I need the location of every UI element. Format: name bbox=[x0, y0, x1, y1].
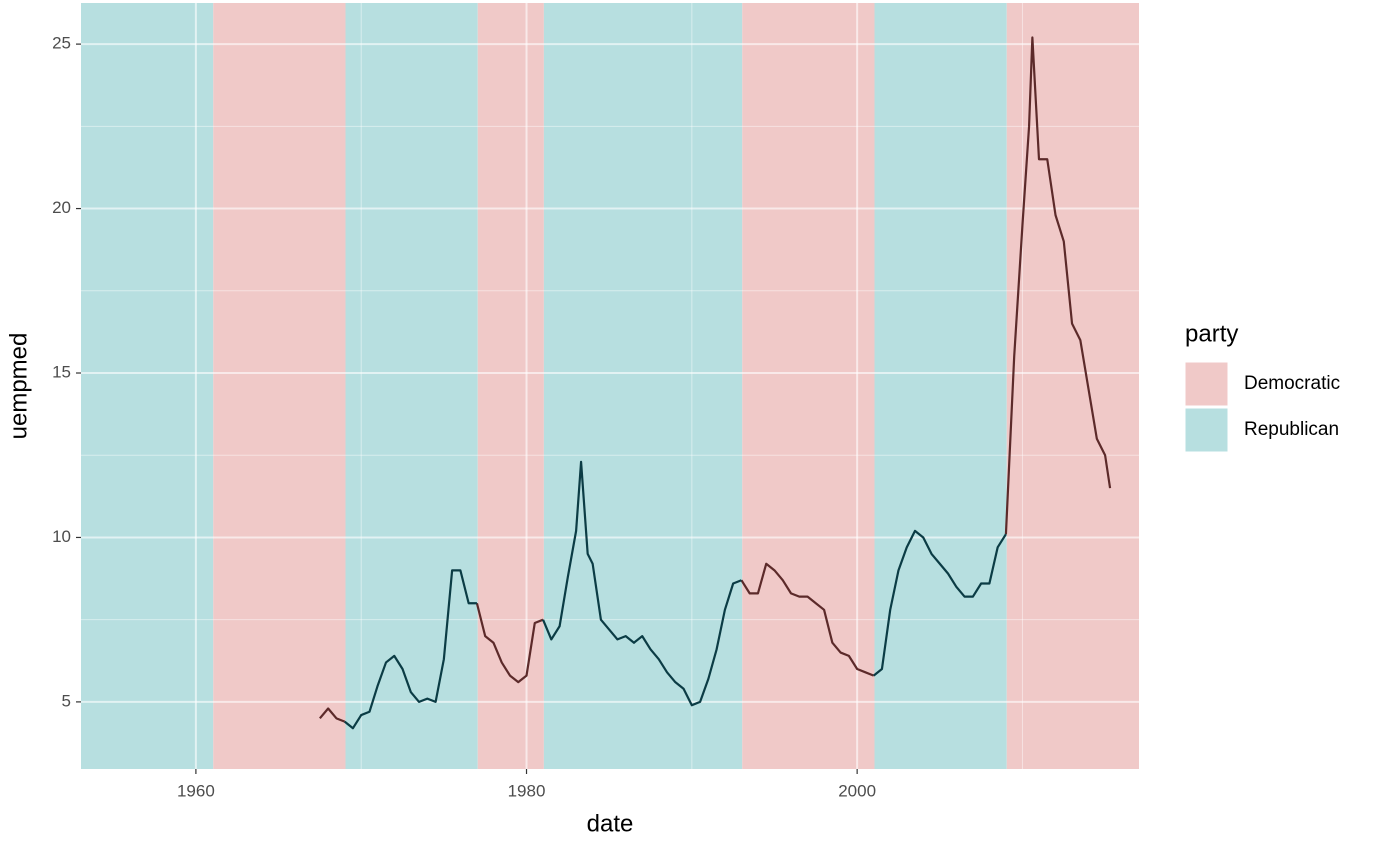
legend-label: Democratic bbox=[1244, 373, 1340, 394]
y-tick-label: 15 bbox=[52, 362, 71, 381]
x-tick-label: 2000 bbox=[838, 781, 876, 800]
x-axis-title: date bbox=[587, 810, 634, 837]
legend-title: party bbox=[1185, 320, 1238, 347]
party-period bbox=[213, 3, 346, 769]
party-period bbox=[345, 3, 478, 769]
y-axis-title: uempmed bbox=[5, 333, 32, 440]
y-tick-label: 25 bbox=[52, 34, 71, 53]
legend-label: Republican bbox=[1244, 419, 1339, 440]
party-period bbox=[543, 3, 743, 769]
party-period bbox=[742, 3, 875, 769]
series-line bbox=[319, 36, 1112, 723]
y-tick-label: 5 bbox=[62, 691, 71, 710]
x-tick-label: 1980 bbox=[508, 781, 546, 800]
party-period bbox=[81, 3, 214, 769]
legend-key bbox=[1184, 361, 1229, 407]
legend-key bbox=[1184, 407, 1229, 453]
party-period bbox=[477, 3, 544, 769]
series-line bbox=[343, 460, 1007, 730]
y-tick-label: 20 bbox=[52, 198, 71, 217]
party-period bbox=[874, 3, 1007, 769]
y-tick-label: 10 bbox=[52, 527, 71, 546]
party-period bbox=[1006, 3, 1139, 769]
x-tick-label: 1960 bbox=[177, 781, 215, 800]
